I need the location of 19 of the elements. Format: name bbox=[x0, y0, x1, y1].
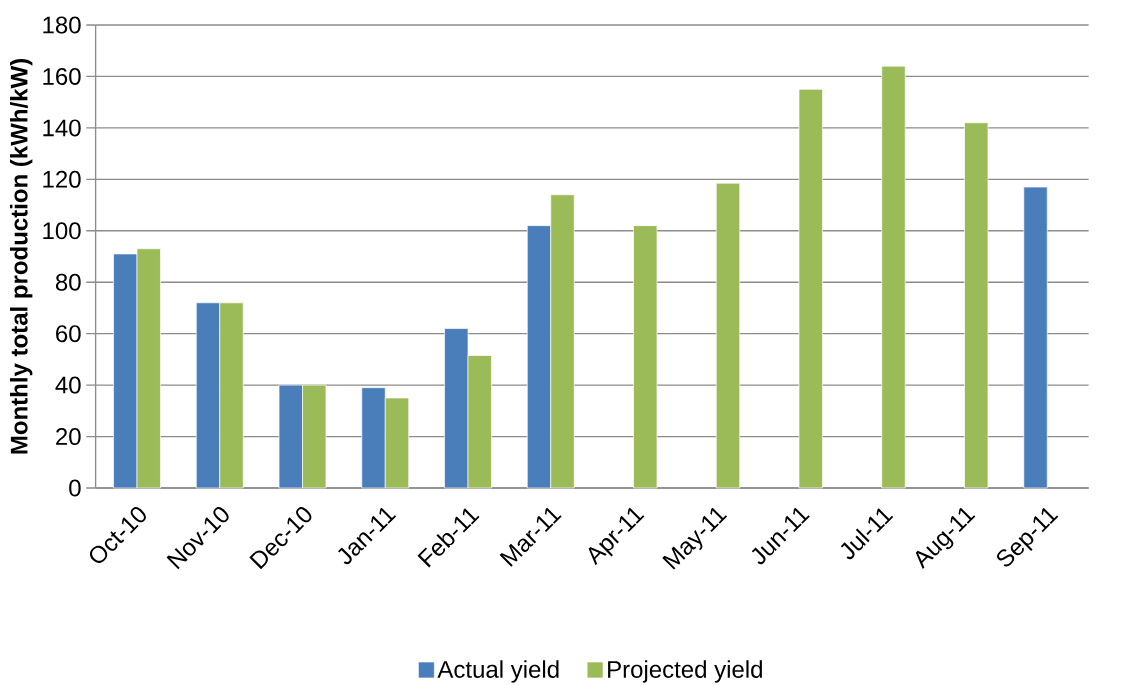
bar bbox=[964, 122, 989, 489]
y-tick-label: 100 bbox=[43, 222, 81, 240]
y-tick-label: 0 bbox=[69, 479, 81, 497]
y-tick-label: 60 bbox=[56, 325, 81, 343]
y-tick-label: 40 bbox=[55, 376, 81, 394]
bar bbox=[881, 65, 906, 489]
y-tick-label: 180 bbox=[43, 16, 81, 34]
y-axis-title: Monthly total production (kWh/kW) bbox=[10, 59, 33, 454]
y-tick-label: 20 bbox=[56, 428, 81, 446]
y-tick-label: 80 bbox=[55, 273, 81, 291]
legend-label: Actual yield bbox=[437, 660, 559, 683]
y-tick-label: 160 bbox=[43, 67, 81, 85]
y-tick-label: 140 bbox=[43, 119, 81, 137]
bar bbox=[715, 182, 741, 489]
bar bbox=[798, 88, 823, 489]
y-tick-label: 120 bbox=[43, 170, 81, 188]
legend-label: Projected yield bbox=[608, 660, 762, 683]
bar bbox=[633, 225, 658, 489]
bar bbox=[1023, 186, 1048, 489]
